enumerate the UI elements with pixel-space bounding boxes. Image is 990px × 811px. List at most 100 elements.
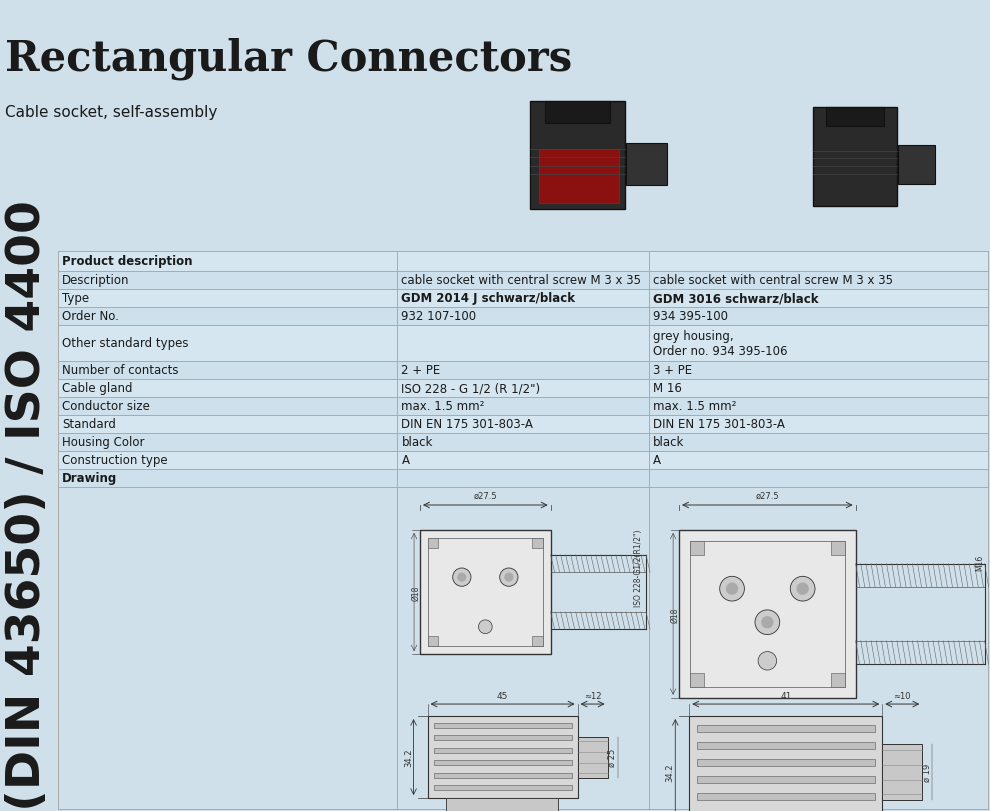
Bar xyxy=(533,539,543,548)
Text: Description: Description xyxy=(62,274,130,287)
Bar xyxy=(577,736,608,778)
Bar xyxy=(434,773,571,778)
Bar xyxy=(434,723,571,727)
Text: A: A xyxy=(652,454,660,467)
Bar xyxy=(697,742,874,749)
Bar xyxy=(540,150,619,204)
Text: max. 1.5 mm²: max. 1.5 mm² xyxy=(652,400,736,413)
Bar xyxy=(697,776,874,783)
Circle shape xyxy=(457,573,466,582)
Text: Number of contacts: Number of contacts xyxy=(62,364,178,377)
Text: Ø18: Ø18 xyxy=(670,607,679,622)
Text: 34.2: 34.2 xyxy=(666,763,675,781)
Text: Product description: Product description xyxy=(62,255,192,268)
Bar xyxy=(626,144,666,186)
Bar xyxy=(898,146,935,184)
Circle shape xyxy=(797,583,809,595)
Bar xyxy=(58,452,988,470)
Bar xyxy=(434,736,571,740)
Bar xyxy=(428,636,439,646)
Text: ø27.5: ø27.5 xyxy=(473,491,497,500)
Bar xyxy=(58,307,988,325)
Circle shape xyxy=(761,616,773,629)
Text: Type: Type xyxy=(62,292,89,305)
Text: 3 + PE: 3 + PE xyxy=(652,364,692,377)
Text: 41: 41 xyxy=(780,691,791,700)
Text: Cable gland: Cable gland xyxy=(62,382,133,395)
Bar xyxy=(531,102,625,210)
Bar xyxy=(434,748,571,753)
Bar xyxy=(533,636,543,646)
Text: Construction type: Construction type xyxy=(62,454,167,467)
Bar xyxy=(697,793,874,800)
Bar xyxy=(882,744,923,800)
Bar xyxy=(58,415,988,433)
Text: black: black xyxy=(402,436,433,449)
Bar xyxy=(58,362,988,380)
Bar xyxy=(58,325,988,362)
Text: DIN EN 175 301-803-A: DIN EN 175 301-803-A xyxy=(652,418,784,431)
Text: ≈12: ≈12 xyxy=(584,691,601,700)
Bar xyxy=(428,539,439,548)
Circle shape xyxy=(720,577,744,601)
Text: ø 25: ø 25 xyxy=(608,748,617,766)
Text: Other standard types: Other standard types xyxy=(62,337,188,350)
Text: Rectangular Connectors: Rectangular Connectors xyxy=(5,38,572,80)
Text: ≈10: ≈10 xyxy=(894,691,911,700)
Circle shape xyxy=(758,652,776,670)
Bar xyxy=(697,759,874,766)
Bar xyxy=(813,107,897,206)
Bar xyxy=(446,798,558,811)
Bar xyxy=(428,539,543,646)
Bar xyxy=(58,487,988,809)
Bar xyxy=(58,380,988,397)
Text: Conductor size: Conductor size xyxy=(62,400,149,413)
Text: A: A xyxy=(402,454,410,467)
Bar xyxy=(831,673,845,687)
Text: Cable socket, self-assembly: Cable socket, self-assembly xyxy=(5,105,218,120)
Bar xyxy=(679,530,855,697)
Text: black: black xyxy=(652,436,684,449)
Bar xyxy=(434,785,571,790)
Text: Ø18: Ø18 xyxy=(412,585,421,600)
Text: 2 + PE: 2 + PE xyxy=(402,364,441,377)
Circle shape xyxy=(452,569,471,586)
Circle shape xyxy=(790,577,815,601)
Bar xyxy=(434,760,571,765)
Text: grey housing,: grey housing, xyxy=(652,330,734,343)
Text: 34.2: 34.2 xyxy=(404,748,413,766)
Text: ø27.5: ø27.5 xyxy=(755,491,779,500)
Text: DIN EN 175 301-803-A: DIN EN 175 301-803-A xyxy=(402,418,534,431)
Text: cable socket with central screw M 3 x 35: cable socket with central screw M 3 x 35 xyxy=(652,274,893,287)
Bar xyxy=(58,272,988,290)
Bar xyxy=(697,725,874,732)
Text: M 16: M 16 xyxy=(652,382,681,395)
Circle shape xyxy=(500,569,518,586)
Text: 3 (DIN 43650) / ISO 4400: 3 (DIN 43650) / ISO 4400 xyxy=(6,200,50,811)
Bar xyxy=(58,251,988,272)
Bar xyxy=(690,673,704,687)
Bar xyxy=(544,102,610,123)
Text: max. 1.5 mm²: max. 1.5 mm² xyxy=(402,400,485,413)
Text: Order No.: Order No. xyxy=(62,310,119,323)
Text: Order no. 934 395-106: Order no. 934 395-106 xyxy=(652,345,787,358)
Bar xyxy=(826,107,884,127)
Text: ISO 228-G1/2(R1/2"): ISO 228-G1/2(R1/2") xyxy=(634,529,644,606)
Circle shape xyxy=(726,583,739,595)
Bar xyxy=(58,470,988,487)
Bar xyxy=(58,433,988,452)
Bar xyxy=(58,290,988,307)
Text: GDM 2014 J schwarz/black: GDM 2014 J schwarz/black xyxy=(402,292,575,305)
Text: cable socket with central screw M 3 x 35: cable socket with central screw M 3 x 35 xyxy=(402,274,642,287)
Bar xyxy=(428,716,577,798)
Bar xyxy=(831,541,845,555)
Text: ISO 228 - G 1/2 (R 1/2"): ISO 228 - G 1/2 (R 1/2") xyxy=(402,382,541,395)
Circle shape xyxy=(755,610,780,635)
Text: 45: 45 xyxy=(497,691,508,700)
Circle shape xyxy=(504,573,514,582)
Text: 932 107-100: 932 107-100 xyxy=(402,310,476,323)
Text: M16: M16 xyxy=(975,554,984,570)
Text: GDM 3016 schwarz/black: GDM 3016 schwarz/black xyxy=(652,292,818,305)
Text: Housing Color: Housing Color xyxy=(62,436,145,449)
Text: Standard: Standard xyxy=(62,418,116,431)
